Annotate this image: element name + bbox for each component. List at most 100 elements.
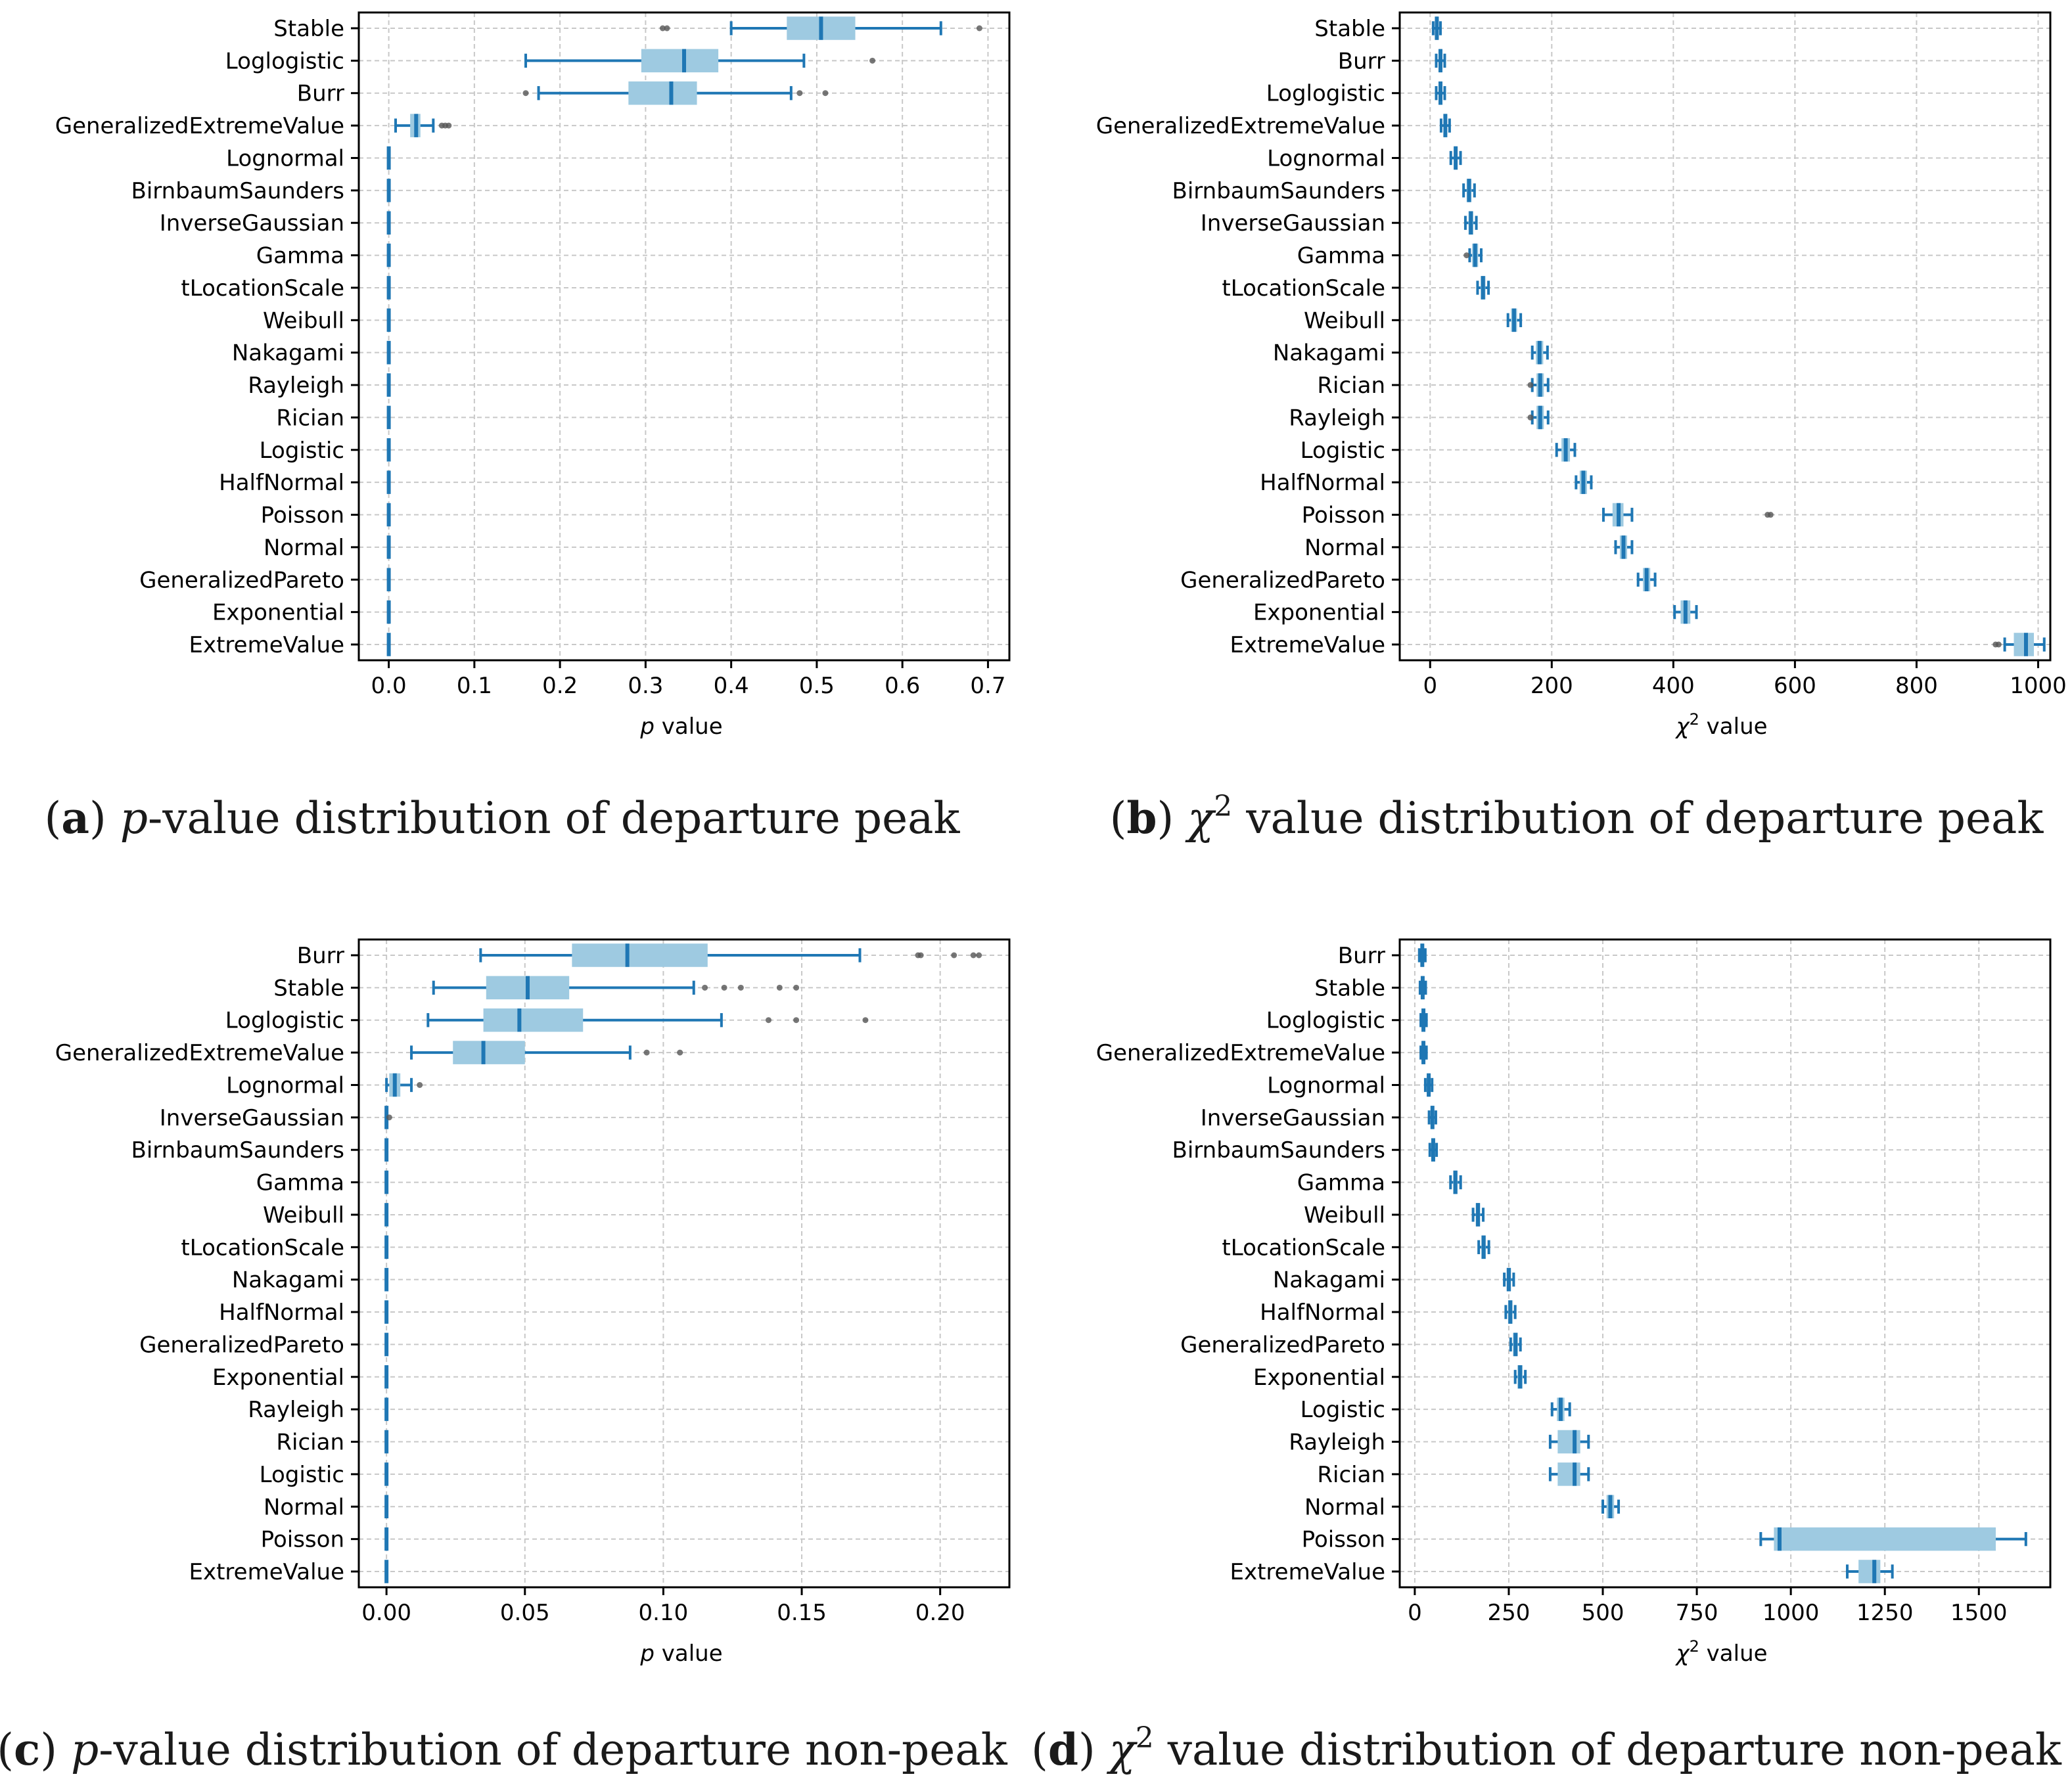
chart-panel-a: 0.0 0.1 0.2 0.3 0.4 0.5 0.6 0.7 Stable Loglogisti… <box>45 11 1011 844</box>
outlier-point <box>664 25 670 32</box>
outlier-point <box>796 90 803 97</box>
category-label: tLocationScale <box>181 1234 344 1261</box>
category-label: Normal <box>1304 1494 1385 1520</box>
category-label: ExtremeValue <box>189 632 345 658</box>
outlier-point <box>643 1049 650 1056</box>
category-label: InverseGaussian <box>1201 210 1385 237</box>
caption-text: value distribution of departure peak <box>1232 793 2044 844</box>
x-tick-label: 400 <box>1652 673 1695 699</box>
outlier-point <box>1767 512 1774 518</box>
caption-close-paren: ) <box>1157 793 1188 844</box>
caption-panel-letter: d <box>1048 1724 1078 1775</box>
box <box>453 1041 525 1064</box>
x-tick-label: 1500 <box>1950 1600 2008 1626</box>
x-axis-label-var: p <box>639 1640 655 1667</box>
caption-close-paren: ) <box>89 793 120 844</box>
category-label: Rician <box>276 405 344 431</box>
outlier-point <box>976 952 982 959</box>
outlier-point <box>446 122 452 129</box>
category-label: Gamma <box>1297 1170 1385 1196</box>
x-axis-label: p value <box>639 1640 722 1667</box>
category-label: ExtremeValue <box>1230 632 1386 658</box>
category-label: Normal <box>264 535 344 561</box>
panel-caption: (a) p-value distribution of departure pe… <box>45 792 961 844</box>
box <box>628 81 697 105</box>
box <box>572 943 708 967</box>
outlier-point <box>917 952 924 959</box>
x-axis-label: p value <box>639 713 722 740</box>
category-label: Nakagami <box>232 1267 344 1294</box>
x-tick-label: 1000 <box>2010 673 2067 699</box>
category-label: Weibull <box>1304 1202 1385 1229</box>
outlier-point <box>776 984 783 991</box>
outlier-point <box>1527 382 1534 388</box>
x-axis-label-var: χ <box>1674 713 1690 740</box>
category-label: Weibull <box>263 307 344 334</box>
outlier-point <box>862 1017 869 1024</box>
x-tick-label: 0.05 <box>500 1600 550 1626</box>
x-tick-label: 250 <box>1488 1600 1531 1626</box>
outlier-point <box>1527 414 1534 420</box>
category-label: InverseGaussian <box>160 210 344 237</box>
caption-open-paren: ( <box>45 793 62 844</box>
category-label: Loglogistic <box>225 48 344 74</box>
category-label: Exponential <box>1253 600 1385 626</box>
category-label: Rayleigh <box>1289 405 1385 431</box>
x-axis-label-sup: 2 <box>1690 1637 1699 1656</box>
category-label: BirnbaumSaunders <box>1172 178 1386 204</box>
box <box>641 49 719 73</box>
category-label: Poisson <box>261 503 344 529</box>
category-label: tLocationScale <box>181 275 344 302</box>
box <box>1774 1527 1996 1551</box>
caption-panel-letter: a <box>61 792 89 844</box>
category-label: Loglogistic <box>1266 1008 1385 1034</box>
category-label: Stable <box>273 975 344 1001</box>
x-tick-label: 0.3 <box>628 673 663 699</box>
x-tick-label: 0 <box>1408 1600 1422 1626</box>
category-label: BirnbaumSaunders <box>131 1137 345 1164</box>
x-tick-label: 1250 <box>1856 1600 1914 1626</box>
outlier-point <box>659 25 666 32</box>
category-label: Burr <box>1338 943 1385 969</box>
category-label: Logistic <box>1301 1397 1385 1423</box>
outlier-point <box>386 1114 392 1121</box>
category-label: Nakagami <box>232 340 344 367</box>
axes-frame <box>1398 938 2052 1589</box>
category-label: HalfNormal <box>1260 470 1385 496</box>
category-label: Rician <box>276 1430 344 1456</box>
x-axis-label-text: value <box>655 713 723 740</box>
category-label: InverseGaussian <box>1201 1105 1385 1131</box>
category-label: GeneralizedPareto <box>1180 567 1385 593</box>
category-label: Stable <box>1314 975 1385 1001</box>
x-tick-label: 500 <box>1582 1600 1624 1626</box>
category-label: Gamma <box>256 1170 344 1196</box>
outlier-point <box>721 984 727 991</box>
x-tick-label: 0.15 <box>777 1600 827 1626</box>
x-tick-label: 750 <box>1676 1600 1718 1626</box>
category-label: InverseGaussian <box>160 1105 344 1131</box>
x-tick-label: 0.6 <box>885 673 920 699</box>
category-label: Weibull <box>1304 307 1385 334</box>
outlier-point <box>677 1049 683 1056</box>
panel-caption: (d) χ2 value distribution of departure n… <box>1031 1721 2062 1775</box>
caption-close-paren: ) <box>1078 1725 1109 1775</box>
category-label: Gamma <box>1297 243 1385 269</box>
category-label: Rayleigh <box>1289 1430 1385 1456</box>
caption-var: p <box>71 1725 99 1775</box>
axes-frame <box>357 11 1011 662</box>
x-tick-label: 1000 <box>1762 1600 1820 1626</box>
category-label: tLocationScale <box>1222 1234 1385 1261</box>
category-label: BirnbaumSaunders <box>131 178 345 204</box>
box <box>1557 1462 1580 1486</box>
chart-panel-d: 0 250 500 750 1000 1250 1500 Burr Stable Loglogis… <box>1031 938 2062 1775</box>
caption-var: χ <box>1185 793 1216 844</box>
x-axis-label-text: value <box>655 1640 723 1667</box>
category-label: Logistic <box>260 438 344 464</box>
caption-close-paren: ) <box>40 1725 71 1775</box>
category-label: ExtremeValue <box>189 1559 345 1585</box>
category-label: HalfNormal <box>1260 1300 1385 1326</box>
caption-var: p <box>120 793 148 844</box>
category-label: Stable <box>273 16 344 42</box>
x-tick-label: 0.5 <box>799 673 835 699</box>
